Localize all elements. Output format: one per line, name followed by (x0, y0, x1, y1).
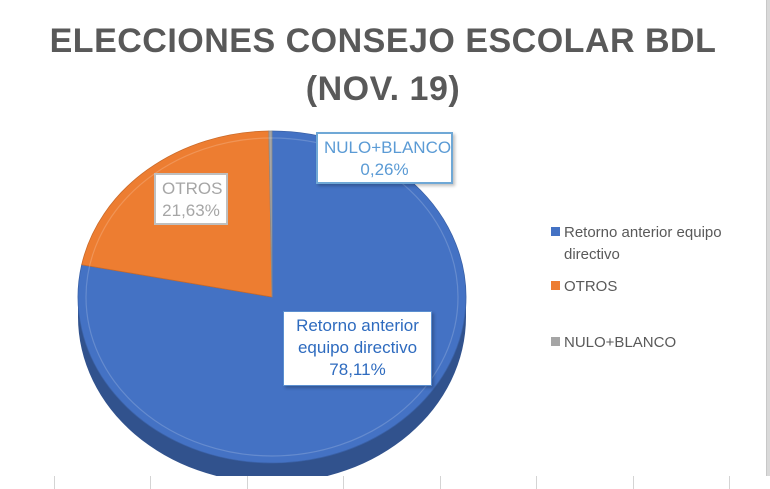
data-label-otros: OTROS 21,63% (154, 173, 228, 225)
legend-swatch-nulo-blanco (551, 337, 560, 346)
legend-label-nulo-blanco: NULO+BLANCO (564, 334, 677, 351)
grid-line (247, 476, 248, 489)
grid-line (343, 476, 344, 489)
data-label-retorno-value: 78,11% (329, 360, 386, 379)
chart-area: ELECCIONES CONSEJO ESCOLAR BDL (NOV. 19)… (0, 0, 767, 477)
grid-line (440, 476, 441, 489)
chart-title: ELECCIONES CONSEJO ESCOLAR BDL (49, 22, 717, 60)
pie-slice-nulo-blanco (268, 130, 273, 298)
grid-line (536, 476, 537, 489)
sheet-grid-strip (0, 476, 770, 489)
data-label-nulo-blanco: NULO+BLANCO 0,26% (316, 132, 453, 184)
legend-label-otros: OTROS (564, 278, 618, 295)
legend-item-otros: OTROS (551, 276, 617, 298)
data-label-nulo-name: NULO+BLANCO (324, 138, 452, 157)
chart-subtitle: (NOV. 19) (305, 70, 461, 108)
data-label-retorno-line2: equipo directivo (297, 338, 418, 357)
legend-swatch-otros (551, 281, 560, 290)
data-label-retorno-line1: Retorno anterior (296, 316, 419, 335)
legend-label-retorno-line1: Retorno anterior equipo (564, 224, 722, 241)
legend-label-retorno-line2: directivo (564, 246, 620, 263)
grid-line (633, 476, 634, 489)
data-label-retorno: Retorno anterior equipo directivo 78,11% (283, 311, 432, 386)
legend-swatch-retorno (551, 227, 560, 236)
grid-line (729, 476, 730, 489)
pie-top-highlight (85, 137, 459, 457)
data-label-otros-name: OTROS (162, 179, 223, 198)
legend-item-nulo-blanco: NULO+BLANCO (551, 332, 676, 354)
grid-line (150, 476, 151, 489)
data-label-otros-value: 21,63% (162, 201, 220, 220)
legend-item-retorno: Retorno anterior equipo directivo (551, 222, 722, 266)
grid-line (54, 476, 55, 489)
data-label-nulo-value: 0,26% (360, 160, 409, 179)
